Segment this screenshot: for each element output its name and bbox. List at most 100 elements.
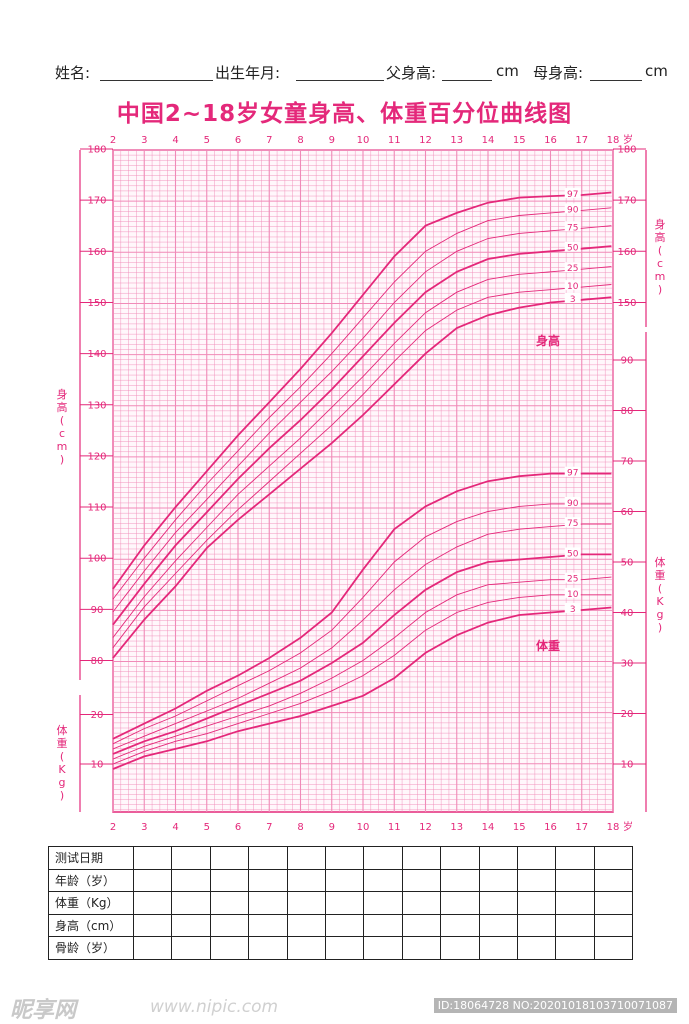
x-tick-label-top: 10 [357, 135, 370, 146]
x-tick-label-bottom: 13 [450, 822, 463, 833]
table-cell[interactable] [440, 891, 480, 915]
x-tick-label-top: 6 [235, 135, 241, 146]
table-cell[interactable] [401, 891, 442, 915]
table-cell[interactable] [132, 936, 173, 960]
mother-height-unit: cm [645, 62, 668, 80]
table-cell[interactable] [478, 913, 518, 937]
right-weight-tick-label: 30 [621, 659, 634, 670]
table-cell[interactable] [555, 936, 595, 960]
table-cell[interactable] [209, 936, 250, 960]
right-height-axis-label: m [655, 270, 666, 283]
father-height-blank[interactable] [442, 80, 492, 81]
table-cell[interactable] [286, 846, 326, 870]
x-tick-label-bottom: 10 [357, 822, 370, 833]
table-cell[interactable] [478, 936, 518, 960]
table-cell[interactable] [478, 846, 518, 870]
table-cell[interactable] [248, 913, 288, 937]
table-cell[interactable] [248, 936, 288, 960]
growth-chart: 2 2 3 3 4 4 5 5 6 6 7 7 8 8 9 9 10 10 11 11 12 12 13 13 14 14 15 15… [57, 133, 666, 833]
table-cell[interactable] [440, 846, 480, 870]
right-height-axis-label: 身 [655, 217, 666, 231]
table-cell[interactable] [132, 913, 173, 937]
table-cell[interactable] [516, 891, 557, 915]
weight-curve-p3 [112, 606, 612, 770]
table-cell[interactable] [593, 846, 634, 870]
table-cell[interactable] [593, 891, 634, 915]
table-cell[interactable] [324, 868, 365, 892]
table-cell[interactable] [440, 936, 480, 960]
table-cell[interactable] [440, 868, 480, 892]
table-cell[interactable] [478, 891, 518, 915]
table-cell[interactable] [593, 913, 634, 937]
x-tick-label-top: 4 [172, 135, 178, 146]
table-cell[interactable] [363, 936, 403, 960]
table-cell[interactable] [248, 891, 288, 915]
table-cell[interactable] [286, 868, 326, 892]
table-cell[interactable] [478, 868, 518, 892]
table-cell[interactable] [132, 891, 173, 915]
table-cell[interactable] [171, 868, 211, 892]
table-cell[interactable] [401, 936, 442, 960]
father-height-label: 父身高: [386, 64, 437, 82]
table-cell[interactable] [171, 846, 211, 870]
table-cell[interactable] [363, 891, 403, 915]
height-curve-p25 [112, 266, 612, 638]
table-cell[interactable] [363, 846, 403, 870]
watermark-footer: 昵享网 www.nipic.com ID:18064728 NO:2020101… [0, 988, 689, 1024]
table-cell[interactable] [516, 846, 557, 870]
table-cell[interactable] [209, 913, 250, 937]
left-weight-axis-label: ) [60, 789, 64, 802]
height-curve-p3 [112, 296, 612, 659]
table-cell[interactable] [286, 936, 326, 960]
height-curve-p90 [112, 207, 612, 600]
table-cell[interactable] [209, 891, 250, 915]
table-cell[interactable] [516, 913, 557, 937]
page-header: 姓名: 出生年月: 父身高: cm 母身高: cm [0, 62, 689, 86]
name-blank[interactable] [100, 80, 213, 81]
table-cell[interactable] [132, 846, 173, 870]
table-cell[interactable] [132, 868, 173, 892]
table-cell[interactable] [286, 891, 326, 915]
left-weight-axis-label: ( [60, 750, 64, 763]
x-tick-label-bottom: 17 [575, 822, 588, 833]
height-percentile-label-bg [564, 188, 581, 199]
height-percentile-label: 25 [567, 264, 578, 274]
height-percentile-label-bg [564, 241, 581, 252]
table-cell[interactable] [555, 891, 595, 915]
table-cell[interactable] [593, 868, 634, 892]
table-cell[interactable] [171, 913, 211, 937]
table-cell[interactable] [401, 913, 442, 937]
table-cell[interactable] [516, 936, 557, 960]
table-cell[interactable] [248, 868, 288, 892]
table-cell[interactable] [324, 913, 365, 937]
x-tick-label-bottom: 7 [266, 822, 272, 833]
table-cell[interactable] [324, 846, 365, 870]
table-cell[interactable] [401, 846, 442, 870]
table-cell[interactable] [324, 936, 365, 960]
table-cell[interactable] [248, 846, 288, 870]
table-cell[interactable] [401, 868, 442, 892]
table-cell[interactable] [324, 891, 365, 915]
weight-percentile-label: 25 [567, 575, 578, 585]
table-cell[interactable] [171, 936, 211, 960]
table-row: 骨龄（岁） [48, 936, 634, 960]
weight-curve-p97 [112, 472, 612, 740]
table-cell[interactable] [363, 868, 403, 892]
table-cell[interactable] [555, 868, 595, 892]
mother-height-blank[interactable] [590, 80, 642, 81]
left-height-axis-label: 身 [57, 387, 68, 401]
x-tick-label-top: 12 [419, 135, 432, 146]
table-cell[interactable] [209, 846, 250, 870]
table-cell[interactable] [593, 936, 634, 960]
x-tick-label-top: 14 [482, 135, 495, 146]
height-percentile-label: 75 [567, 223, 578, 233]
table-cell[interactable] [209, 868, 250, 892]
birth-blank[interactable] [296, 80, 384, 81]
table-cell[interactable] [555, 913, 595, 937]
table-cell[interactable] [363, 913, 403, 937]
table-cell[interactable] [555, 846, 595, 870]
table-cell[interactable] [286, 913, 326, 937]
table-cell[interactable] [440, 913, 480, 937]
table-cell[interactable] [171, 891, 211, 915]
table-cell[interactable] [516, 868, 557, 892]
